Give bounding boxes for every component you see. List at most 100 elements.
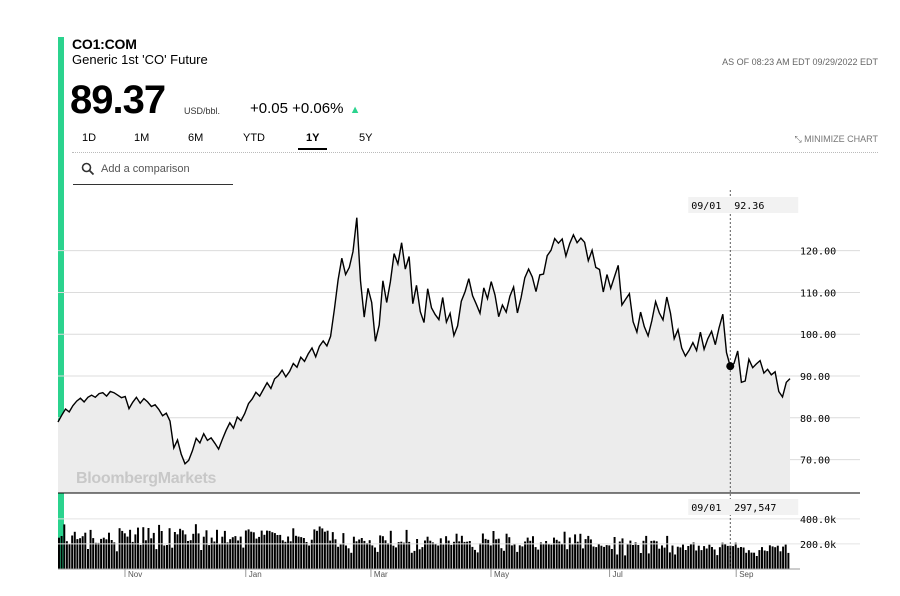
volume-bar [524,541,527,569]
volume-bar [582,548,584,569]
volume-bar [568,537,571,569]
volume-bar [92,538,95,569]
volume-bar [284,541,287,569]
volume-bar [532,536,534,569]
volume-tick-label: 200.0k [800,540,836,551]
volume-bar [323,531,326,569]
volume-bar [242,547,245,569]
volume-bar [234,536,237,569]
volume-bar [368,540,371,569]
volume-bar [181,530,184,569]
volume-bar [579,533,582,569]
volume-bar [276,535,279,569]
volume-axis: 200.0k 400.0k [58,515,860,551]
volume-bar [166,545,168,569]
volume-bar [474,549,476,569]
volume-bar [331,532,334,569]
volume-bar [287,536,290,569]
volume-bar [94,542,97,569]
volume-bar [310,539,313,569]
tab-1d[interactable]: 1D [82,132,97,144]
search-input[interactable] [99,162,233,176]
tab-6m[interactable]: 6M [188,132,204,144]
tab-ytd[interactable]: YTD [243,132,265,144]
volume-bar [663,547,666,569]
volume-bar [100,538,103,569]
volume-bar [313,529,316,569]
comparison-search[interactable] [73,158,233,185]
volume-bar [442,544,445,569]
volume-bar [700,550,703,569]
x-axis: Nov Jan Mar May Jul Sep [58,568,800,579]
minimize-chart-button[interactable]: ⤡ MINIMIZE CHART [794,134,878,145]
volume-bar [200,550,203,569]
volume-bar [489,545,492,569]
volume-bar [545,541,548,569]
volume-bar [68,543,71,569]
volume-bar [687,546,690,569]
volume-bar [424,540,426,569]
volume-bar [721,542,724,569]
volume-bar [105,539,108,569]
volume-bar [347,548,350,569]
price-unit: USD/bbl. [184,106,221,116]
volume-bar [518,545,521,569]
volume-bar [453,541,455,569]
volume-bar [279,534,282,569]
volume-bar [782,546,785,569]
volume-bar [761,547,763,569]
volume-tooltip: 09/01 297,547 [688,499,799,515]
volume-bar [742,547,745,569]
volume-bar [400,541,403,569]
volume-bar [629,540,632,569]
volume-bar [139,544,142,569]
volume-bar [273,533,276,569]
volume-bar [345,545,347,569]
volume-bar [223,530,226,569]
volume-bar [439,538,442,569]
volume-bar [247,529,250,569]
as-of-timestamp: AS OF 08:23 AM EDT 09/29/2022 EDT [722,57,878,67]
volume-bar [73,531,76,569]
volume-bar [237,540,240,569]
volume-bar [450,544,453,569]
volume-tooltip-value: 297,547 [734,503,776,514]
volume-bar [745,552,748,569]
volume-bar [213,541,216,569]
volume-bar [495,539,498,569]
volume-bar [252,532,255,569]
tab-1m[interactable]: 1M [134,132,150,144]
volume-bar [763,550,766,569]
volume-bar [753,552,756,569]
volume-bar [295,535,297,569]
volume-bar [713,549,716,569]
volume-bar [137,527,139,569]
volume-bar [155,549,158,569]
volume-bar [776,545,779,569]
up-arrow-icon: ▲ [349,104,361,116]
volume-bar [158,524,161,569]
tab-1y[interactable]: 1Y [298,132,328,150]
volume-bar [194,524,197,569]
volume-bar [176,534,179,569]
volume-bar [674,554,677,569]
volume-bar [281,540,284,569]
y-tick-label: 100.00 [800,330,836,341]
volume-bar [655,541,658,569]
volume-bar [584,539,587,569]
accent-bar [58,37,64,569]
volume-bar [610,549,613,569]
volume-bar [118,528,121,569]
last-price: 89.37 [70,78,166,122]
tab-5y[interactable]: 5Y [359,132,373,144]
volume-bar [163,545,166,569]
volume-bar [539,542,542,569]
timeframe-tabs: 1D 1M 6M YTD 1Y 5Y ⤡ MINIMIZE CHART [72,132,878,153]
volume-bar [466,541,469,569]
volume-bar [500,548,503,569]
x-tick-label: Jan [249,570,262,579]
volume-bar [429,540,432,569]
volume-bar [647,553,650,569]
volume-bar [131,541,134,569]
